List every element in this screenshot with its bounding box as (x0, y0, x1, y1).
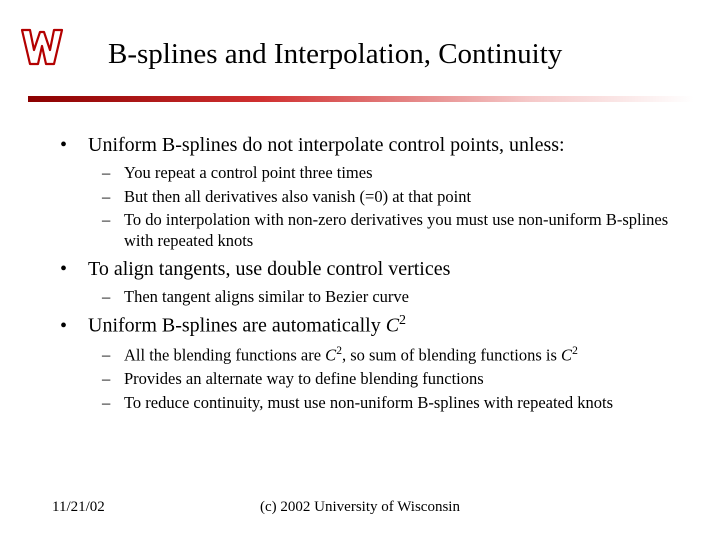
slide-body: •Uniform B-splines do not interpolate co… (60, 128, 680, 416)
bullet-level-1: •Uniform B-splines are automatically C2 (60, 312, 680, 339)
bullet-text: Provides an alternate way to define blen… (124, 369, 484, 390)
bullet-marker: • (60, 258, 88, 281)
bullet-level-2: –Provides an alternate way to define ble… (102, 369, 680, 390)
bullet-marker: – (102, 369, 124, 389)
bullet-level-2: –But then all derivatives also vanish (=… (102, 187, 680, 208)
bullet-marker: • (60, 315, 88, 338)
bullet-text: To align tangents, use double control ve… (88, 257, 450, 282)
bullet-marker: • (60, 134, 88, 157)
bullet-text: To do interpolation with non-zero deriva… (124, 210, 680, 251)
bullet-marker: – (102, 163, 124, 183)
bullet-marker: – (102, 345, 124, 365)
bullet-text: Uniform B-splines do not interpolate con… (88, 133, 565, 158)
bullet-level-2: –Then tangent aligns similar to Bezier c… (102, 287, 680, 308)
bullet-text: But then all derivatives also vanish (=0… (124, 187, 471, 208)
bullet-level-1: •To align tangents, use double control v… (60, 257, 680, 282)
bullet-marker: – (102, 210, 124, 230)
bullet-text: Uniform B-splines are automatically C2 (88, 312, 406, 339)
bullet-marker: – (102, 393, 124, 413)
bullet-text: All the blending functions are C2, so su… (124, 344, 578, 366)
bullet-text: You repeat a control point three times (124, 163, 373, 184)
bullet-level-1: •Uniform B-splines do not interpolate co… (60, 133, 680, 158)
title-divider (28, 96, 694, 102)
bullet-marker: – (102, 287, 124, 307)
bullet-level-2: –To reduce continuity, must use non-unif… (102, 393, 680, 414)
bullet-text: To reduce continuity, must use non-unifo… (124, 393, 613, 414)
bullet-level-2: –All the blending functions are C2, so s… (102, 344, 680, 366)
wisconsin-logo (18, 22, 66, 70)
bullet-level-2: –To do interpolation with non-zero deriv… (102, 210, 680, 251)
bullet-marker: – (102, 187, 124, 207)
bullet-level-2: –You repeat a control point three times (102, 163, 680, 184)
slide-title: B-splines and Interpolation, Continuity (108, 38, 562, 71)
bullet-text: Then tangent aligns similar to Bezier cu… (124, 287, 409, 308)
footer-copyright: (c) 2002 University of Wisconsin (0, 499, 720, 516)
